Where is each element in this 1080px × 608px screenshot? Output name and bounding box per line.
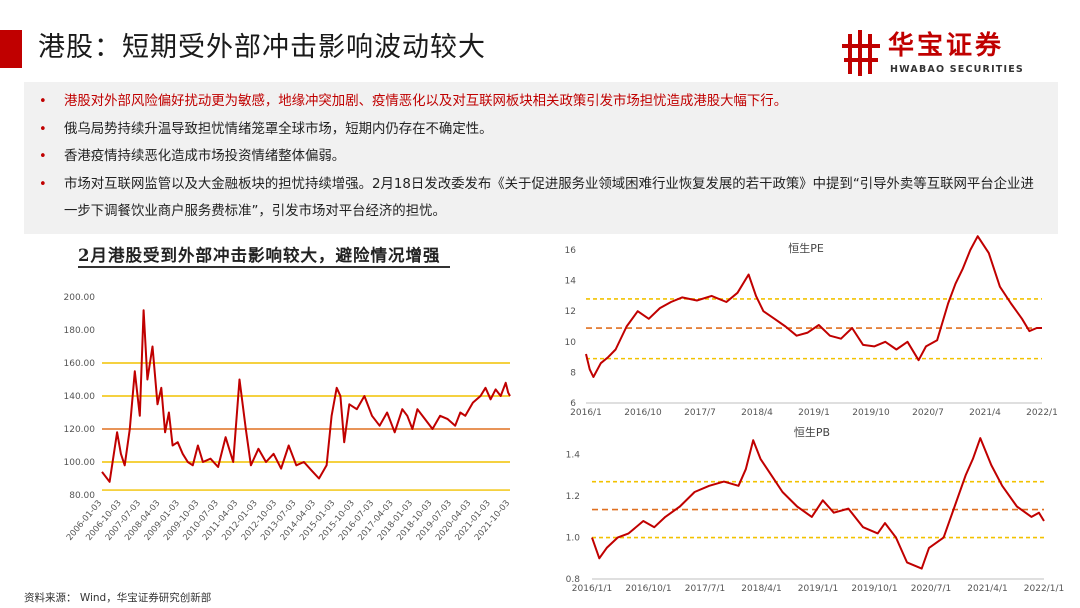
brand-logo: 华宝证券 HWABAO SECURITIES bbox=[842, 30, 1042, 78]
x-tick-label: 2021/4/1 bbox=[967, 584, 1007, 594]
y-tick-label: 10 bbox=[565, 338, 577, 348]
x-tick-label: 2022/1 bbox=[1026, 408, 1058, 418]
x-tick-label: 2019/10/1 bbox=[851, 584, 897, 594]
hsi-chart-title: 2月港股受到外部冲击影响较大，避险情况增强 bbox=[78, 246, 441, 265]
bullet-item: 香港疫情持续恶化造成市场投资情绪整体偏弱。 bbox=[24, 143, 1058, 171]
brand-mark-icon bbox=[842, 30, 880, 76]
x-tick-label: 2016/10/1 bbox=[625, 584, 671, 594]
chart-title-label: 恒生PB bbox=[794, 425, 830, 439]
x-tick-label: 2017/7/1 bbox=[685, 584, 725, 594]
title-accent-bar bbox=[0, 30, 22, 68]
series-line bbox=[591, 437, 1045, 570]
y-tick-label: 200.00 bbox=[64, 293, 96, 303]
source-note: 资料来源： Wind，华宝证券研究创新部 bbox=[24, 592, 212, 604]
y-tick-label: 100.00 bbox=[64, 458, 96, 468]
y-tick-label: 0.8 bbox=[566, 575, 581, 585]
x-tick-label: 2020/7/1 bbox=[911, 584, 951, 594]
y-tick-label: 1.0 bbox=[566, 534, 581, 544]
x-tick-label: 2016/10 bbox=[624, 408, 662, 418]
hsi-chart-title-underline bbox=[78, 266, 450, 268]
brand-name-cn: 华宝证券 bbox=[888, 31, 1005, 61]
x-tick-label: 2018/4 bbox=[741, 408, 773, 418]
summary-box: 港股对外部风险偏好扰动更为敏感，地缘冲突加剧、疫情恶化以及对互联网板块相关政策引… bbox=[24, 82, 1058, 234]
y-tick-label: 1.2 bbox=[566, 492, 580, 502]
y-tick-label: 12 bbox=[565, 307, 576, 317]
x-tick-label: 2019/10 bbox=[852, 408, 890, 418]
x-tick-label: 2021/4 bbox=[969, 408, 1001, 418]
x-tick-label: 2020/7 bbox=[912, 408, 944, 418]
y-tick-label: 140.00 bbox=[64, 392, 96, 402]
y-tick-label: 120.00 bbox=[64, 425, 96, 435]
y-tick-label: 14 bbox=[565, 277, 577, 287]
hsi-chart: 200.00 180.00 160.00 140.00 120.00 100.00 80.0… bbox=[64, 293, 513, 543]
x-tick-label: 2022/1/1 bbox=[1024, 584, 1064, 594]
x-tick-label: 2019/1/1 bbox=[798, 584, 838, 594]
summary-bullets: 港股对外部风险偏好扰动更为敏感，地缘冲突加剧、疫情恶化以及对互联网板块相关政策引… bbox=[24, 82, 1058, 226]
series-line bbox=[101, 309, 511, 483]
bullet-item: 俄乌局势持续升温导致担忧情绪笼罩全球市场，短期内仍存在不确定性。 bbox=[24, 116, 1058, 144]
y-tick-label: 6 bbox=[570, 399, 576, 409]
x-tick-label: 2016/1 bbox=[570, 408, 602, 418]
y-tick-label: 80.00 bbox=[69, 491, 95, 501]
bullet-item: 港股对外部风险偏好扰动更为敏感，地缘冲突加剧、疫情恶化以及对互联网板块相关政策引… bbox=[24, 88, 1058, 116]
y-tick-label: 180.00 bbox=[64, 326, 96, 336]
x-tick-label: 2019/1 bbox=[798, 408, 830, 418]
brand-name-en: HWABAO SECURITIES bbox=[890, 64, 1024, 75]
y-tick-label: 8 bbox=[570, 368, 576, 378]
y-tick-label: 1.4 bbox=[566, 451, 581, 461]
y-tick-label: 160.00 bbox=[64, 359, 96, 369]
bullet-item: 市场对互联网监管以及大金融板块的担忧持续增强。2月18日发改委发布《关于促进服务… bbox=[24, 171, 1058, 226]
x-tick-label: 2017/7 bbox=[684, 408, 716, 418]
x-tick-label: 2018/4/1 bbox=[741, 584, 781, 594]
page-title: 港股：短期受外部冲击影响波动较大 bbox=[38, 32, 486, 63]
chart-title-label: 恒生PE bbox=[788, 241, 824, 255]
y-tick-label: 16 bbox=[565, 246, 577, 256]
x-tick-label: 2016/1/1 bbox=[572, 584, 612, 594]
series-line bbox=[585, 235, 1042, 378]
